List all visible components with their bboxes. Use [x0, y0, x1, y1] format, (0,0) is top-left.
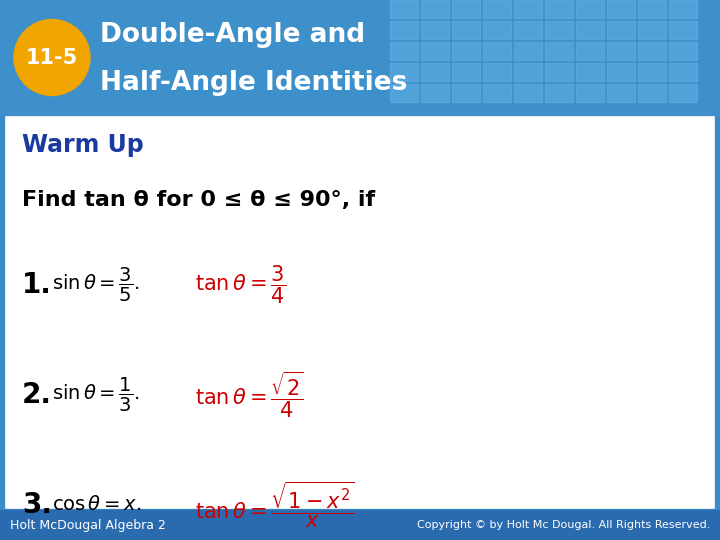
Bar	[452, 42, 480, 60]
Bar	[452, 63, 480, 81]
Bar	[669, 42, 697, 60]
Bar	[669, 21, 697, 39]
Bar	[545, 63, 573, 81]
Bar	[483, 0, 511, 18]
Bar	[390, 42, 418, 60]
Bar	[483, 63, 511, 81]
Bar	[514, 42, 542, 60]
Bar	[452, 21, 480, 39]
Bar	[483, 21, 511, 39]
Text: $\sin\theta = \dfrac{3}{5}.$: $\sin\theta = \dfrac{3}{5}.$	[52, 266, 140, 304]
Bar	[545, 0, 573, 18]
Bar	[545, 84, 573, 102]
Bar	[576, 84, 604, 102]
Text: 2.: 2.	[22, 381, 52, 409]
Bar	[607, 21, 635, 39]
Bar	[6, 117, 714, 508]
Bar	[545, 21, 573, 39]
Text: $\tan\theta = \dfrac{\sqrt{1-x^2}}{x}$: $\tan\theta = \dfrac{\sqrt{1-x^2}}{x}$	[195, 480, 355, 530]
Bar	[669, 0, 697, 18]
Bar	[421, 84, 449, 102]
Bar	[421, 21, 449, 39]
Bar	[421, 42, 449, 60]
Text: 1.: 1.	[22, 271, 52, 299]
Bar	[607, 0, 635, 18]
Bar	[514, 63, 542, 81]
Bar	[483, 42, 511, 60]
Bar	[607, 84, 635, 102]
Text: Half-Angle Identities: Half-Angle Identities	[100, 70, 408, 96]
Bar	[638, 63, 666, 81]
Bar	[390, 0, 418, 18]
Bar	[0, 0, 720, 115]
Bar	[607, 63, 635, 81]
Bar	[607, 42, 635, 60]
Bar	[576, 63, 604, 81]
Circle shape	[14, 19, 90, 96]
Bar	[390, 84, 418, 102]
Text: $\tan\theta = \dfrac{3}{4}$: $\tan\theta = \dfrac{3}{4}$	[195, 264, 287, 306]
Bar	[390, 63, 418, 81]
Bar	[514, 84, 542, 102]
Text: Holt McDougal Algebra 2: Holt McDougal Algebra 2	[10, 518, 166, 531]
Text: 3.: 3.	[22, 491, 52, 519]
Bar	[638, 84, 666, 102]
Text: Copyright © by Holt Mc Dougal. All Rights Reserved.: Copyright © by Holt Mc Dougal. All Right…	[417, 520, 710, 530]
Text: Find tan θ for 0 ≤ θ ≤ 90°, if: Find tan θ for 0 ≤ θ ≤ 90°, if	[22, 190, 375, 210]
Bar	[390, 21, 418, 39]
Bar	[0, 0, 720, 115]
Bar	[514, 21, 542, 39]
Text: 11-5: 11-5	[26, 48, 78, 68]
Bar	[452, 0, 480, 18]
Text: $\cos\theta = x.$: $\cos\theta = x.$	[52, 496, 142, 515]
Text: Double-Angle and: Double-Angle and	[100, 22, 365, 48]
Text: $\sin\theta = \dfrac{1}{3}.$: $\sin\theta = \dfrac{1}{3}.$	[52, 376, 140, 414]
Bar	[545, 42, 573, 60]
Bar	[576, 0, 604, 18]
Bar	[669, 84, 697, 102]
Bar	[638, 42, 666, 60]
Bar	[452, 84, 480, 102]
Bar	[0, 510, 720, 540]
Bar	[576, 42, 604, 60]
Bar	[638, 0, 666, 18]
Bar	[483, 84, 511, 102]
Bar	[421, 0, 449, 18]
Text: $\tan\theta = \dfrac{\sqrt{2}}{4}$: $\tan\theta = \dfrac{\sqrt{2}}{4}$	[195, 369, 304, 420]
Text: Warm Up: Warm Up	[22, 133, 144, 157]
Bar	[514, 0, 542, 18]
Bar	[638, 21, 666, 39]
Bar	[421, 63, 449, 81]
Bar	[669, 63, 697, 81]
Bar	[576, 21, 604, 39]
